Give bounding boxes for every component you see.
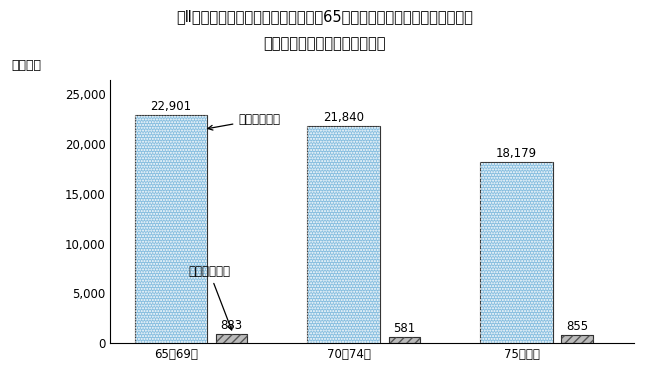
Text: 22,901: 22,901 (151, 100, 191, 114)
Bar (389, 337, 420, 343)
Text: 21,840: 21,840 (323, 111, 364, 124)
Text: 図Ⅱ－４　夫婦のみの世帯（世帯主が65歳以上，有業者のいない世帯）の: 図Ⅱ－４ 夫婦のみの世帯（世帯主が65歳以上，有業者のいない世帯）の (176, 9, 473, 24)
Y-axis label: （千円）: （千円） (12, 59, 42, 72)
Bar (134, 115, 207, 343)
Bar (308, 126, 380, 343)
Bar (480, 162, 553, 343)
Text: 金融資産残高及び金融負債残高: 金融資産残高及び金融負債残高 (263, 36, 386, 51)
Bar (216, 334, 247, 343)
Bar (134, 115, 207, 343)
Text: 18,179: 18,179 (496, 147, 537, 160)
Bar (561, 335, 593, 343)
Text: 883: 883 (221, 319, 243, 332)
Bar (308, 126, 380, 343)
Bar (389, 337, 420, 343)
Text: 855: 855 (566, 320, 588, 333)
Text: 金融負債残高: 金融負債残高 (188, 265, 232, 330)
Text: 金融資産残高: 金融資産残高 (208, 113, 280, 130)
Bar (480, 162, 553, 343)
Bar (216, 334, 247, 343)
Text: 581: 581 (393, 322, 415, 335)
Bar (561, 335, 593, 343)
